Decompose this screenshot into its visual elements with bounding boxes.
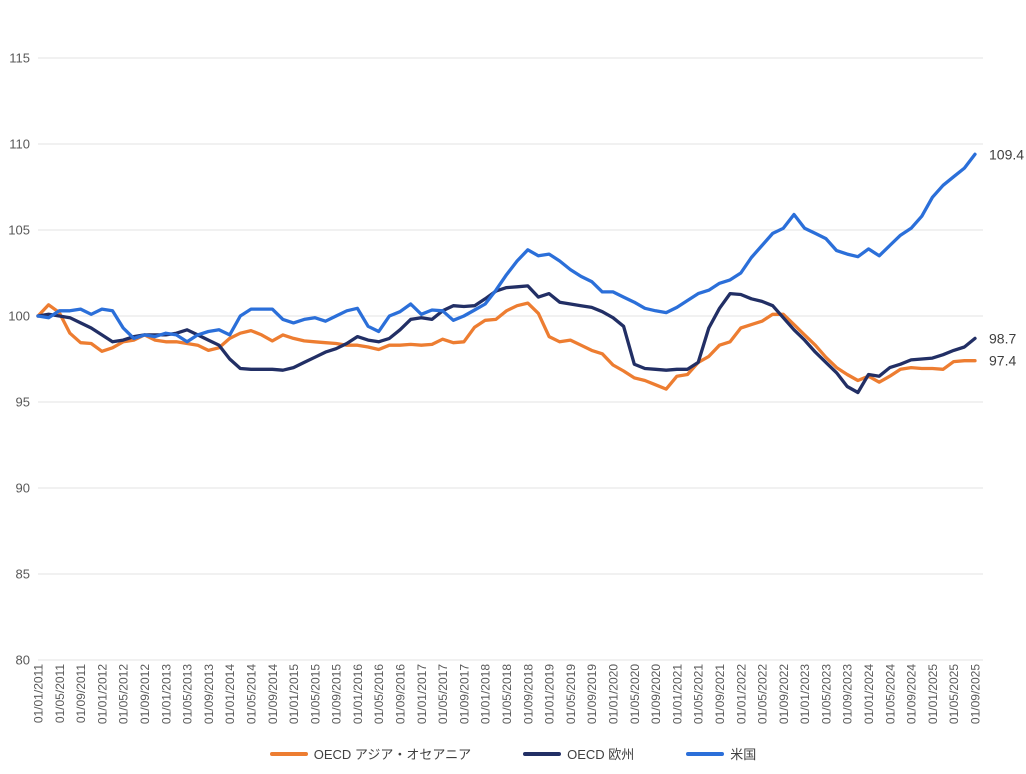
- y-axis-tick-label: 85: [16, 567, 30, 582]
- x-axis-tick-label: 01/01/2022: [734, 664, 748, 724]
- x-axis-tick-label: 01/09/2017: [457, 664, 471, 724]
- x-axis-tick-label: 01/05/2022: [756, 664, 770, 724]
- series-line-oecd-asia-oceania: [36, 301, 977, 391]
- legend-item-us: 米国: [686, 744, 756, 763]
- x-axis-tick-label: 01/05/2014: [244, 664, 258, 724]
- y-axis-tick-label: 110: [9, 137, 30, 152]
- legend-label-us: 米国: [730, 747, 757, 762]
- legend-swatch-us: [686, 751, 725, 756]
- y-axis-tick-label: 105: [8, 223, 30, 238]
- x-axis-tick-label: 01/01/2021: [670, 664, 684, 724]
- x-axis-tick-label: 01/01/2019: [543, 664, 557, 724]
- x-axis-tick-label: 01/05/2011: [53, 664, 67, 723]
- x-axis-tick-label: 01/01/2013: [159, 664, 173, 724]
- x-axis-tick-label: 01/09/2015: [330, 664, 344, 724]
- x-axis-tick-label: 01/01/2025: [926, 664, 940, 724]
- x-axis-tick-label: 01/01/2011: [32, 664, 46, 723]
- x-axis-tick-label: 01/05/2015: [308, 664, 322, 724]
- legend-swatch-oecd-europe: [523, 751, 562, 756]
- x-axis-tick-label: 01/09/2012: [138, 664, 152, 724]
- x-axis-tick-label: 01/01/2023: [798, 664, 812, 724]
- x-axis-tick-label: 01/01/2016: [351, 664, 365, 724]
- chart-legend: OECD アジア・オセアニア OECD 欧州 米国: [0, 744, 1026, 763]
- y-axis-tick-label: 80: [16, 653, 30, 668]
- series-line-oecd-europe: [36, 284, 977, 395]
- x-axis-tick-label: 01/09/2019: [585, 664, 599, 724]
- x-axis-tick-label: 01/09/2011: [74, 664, 88, 723]
- x-axis-tick-label: 01/01/2014: [223, 664, 237, 724]
- x-axis-tick-label: 01/05/2018: [500, 664, 514, 724]
- x-axis-tick-label: 01/05/2019: [564, 664, 578, 724]
- x-axis-tick-label: 01/09/2014: [266, 664, 280, 724]
- x-axis-tick-label: 01/05/2012: [117, 664, 131, 724]
- x-axis-tick-label: 01/01/2020: [606, 664, 620, 724]
- x-axis-tick-label: 01/01/2018: [479, 664, 493, 724]
- end-value-label-us: 109.4: [989, 146, 1024, 162]
- legend-swatch-oecd-asia-oceania: [269, 751, 308, 756]
- x-axis-tick-label: 01/09/2022: [777, 664, 791, 724]
- x-axis-tick-label: 01/09/2025: [969, 664, 983, 724]
- x-axis-tick-label: 01/05/2025: [947, 664, 961, 724]
- x-axis-tick-label: 01/05/2020: [628, 664, 642, 724]
- x-axis-tick-label: 01/01/2024: [862, 664, 876, 724]
- x-axis-tick-label: 01/05/2024: [883, 664, 897, 724]
- y-axis-tick-label: 115: [9, 51, 30, 66]
- x-axis-tick-label: 01/05/2017: [436, 664, 450, 724]
- x-axis-tick-label: 01/01/2017: [415, 664, 429, 724]
- y-axis-tick-label: 95: [16, 395, 30, 410]
- legend-label-oecd-europe: OECD 欧州: [567, 747, 635, 762]
- x-axis-tick-label: 01/09/2016: [394, 664, 408, 724]
- legend-label-oecd-asia-oceania: OECD アジア・オセアニア: [313, 747, 472, 762]
- x-axis-tick-label: 01/01/2012: [95, 664, 109, 724]
- x-axis-tick-label: 01/05/2016: [372, 664, 386, 724]
- x-axis-tick-label: 01/09/2023: [841, 664, 855, 724]
- end-value-label-oecd-europe: 98.7: [989, 330, 1016, 346]
- legend-item-oecd-europe: OECD 欧州: [523, 744, 634, 763]
- x-axis-tick-label: 01/05/2013: [181, 664, 195, 724]
- end-value-label-oecd-asia-oceania: 97.4: [989, 353, 1016, 369]
- x-axis-tick-label: 01/09/2013: [202, 664, 216, 724]
- x-axis-tick-label: 01/09/2021: [713, 664, 727, 724]
- legend-item-oecd-asia-oceania: OECD アジア・オセアニア: [269, 744, 472, 763]
- x-axis-tick-label: 01/05/2021: [692, 664, 706, 724]
- x-axis-tick-label: 01/05/2023: [819, 664, 833, 724]
- series-line-us: [36, 152, 977, 344]
- x-axis-tick-label: 01/09/2020: [649, 664, 663, 724]
- y-axis-tick-label: 90: [16, 481, 30, 496]
- x-axis-tick-label: 01/01/2015: [287, 664, 301, 724]
- y-axis-tick-label: 100: [8, 309, 30, 324]
- x-axis-tick-label: 01/09/2018: [521, 664, 535, 724]
- x-axis-tick-label: 01/09/2024: [905, 664, 919, 724]
